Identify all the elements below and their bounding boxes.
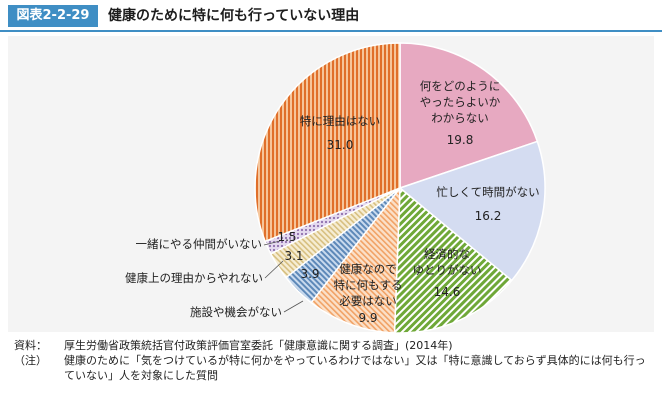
source-key: 資料： [14,339,47,352]
pie-chart: 何をどのようにやったらよいかわからない 19.8 忙しくて時間がない 16.2 経済的な… [125,42,546,334]
figure-title: 健康のために特に何も行っていない理由 [108,8,360,24]
pie-slice [310,185,401,334]
slice-value-label: 16.2 [475,209,502,223]
figure-number-badge: 図表2-2-29 [8,5,98,27]
leader-line [263,240,281,246]
slice-label: 健康上の理由からやれない [125,271,263,285]
leader-line [283,300,304,313]
slice-label: 施設や機会がない [190,305,282,319]
slice-label: 忙しくて時間がない [436,185,539,199]
source-text: 厚生労働省政策統括官付政策評価官室委託「健康意識に関する調査」(2014年) [64,339,453,352]
footnote: （注） 健康のために「気をつけているが特に何かをやっているわけではない」又は「特… [14,353,654,383]
slice-value-label: 9.9 [358,311,377,325]
slice-value-label: 31.0 [327,138,354,152]
footnote-text: 健康のために「気をつけているが特に何かをやっているわけではない」又は「特に意識し… [64,354,646,382]
slice-label: 何をどのようにやったらよいかわからない [420,79,501,125]
slice-value-label: 19.8 [447,133,474,147]
slice-value-label: 3.9 [300,267,319,281]
footnote-key: （注） [14,354,47,367]
figure-header: 図表2-2-29 健康のために特に何も行っていない理由 [0,0,662,32]
slice-value-label: 1.5 [277,230,296,244]
slice-label: 経済的なゆとりがない [413,247,482,277]
pie-slice [399,42,539,190]
pie-slice [398,140,546,282]
slice-value-label: 14.6 [434,285,461,299]
slice-label: 一緒にやる仲間がいない [136,237,263,251]
chart-notes: 資料： 厚生労働省政策統括官付政策評価官室委託「健康意識に関する調査」(2014… [14,338,654,383]
slice-label: 特に理由はない [300,114,381,128]
slice-label: 健康なので特に何もする必要はない [334,262,403,308]
pie-slice [254,42,401,243]
leader-line [264,260,284,279]
source-note: 資料： 厚生労働省政策統括官付政策評価官室委託「健康意識に関する調査」(2014… [14,338,654,353]
slice-value-label: 3.1 [284,249,303,263]
pie-slice [393,186,513,334]
